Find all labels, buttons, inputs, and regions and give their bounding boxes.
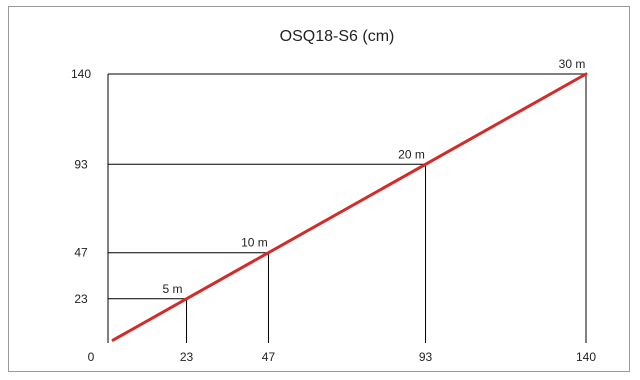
x-tick-label-0: 0 xyxy=(88,350,95,364)
y-tick-label-1: 47 xyxy=(74,246,88,260)
chart-frame xyxy=(8,6,630,372)
y-tick-label-2: 93 xyxy=(74,157,88,171)
x-tick-label-3: 93 xyxy=(419,350,433,364)
annotation-labels: 5 m 10 m 20 m 30 m xyxy=(163,57,586,296)
series-line-0 xyxy=(111,72,588,342)
annotation-label-3: 30 m xyxy=(559,57,586,71)
annotation-label-1: 10 m xyxy=(241,236,268,250)
guide-lines xyxy=(108,73,587,343)
x-tick-label-2: 47 xyxy=(262,350,276,364)
series-group xyxy=(111,72,588,342)
annotation-label-2: 20 m xyxy=(398,147,425,161)
y-tick-labels: 23 47 93 140 xyxy=(71,67,91,306)
chart-title: OSQ18-S6 (cm) xyxy=(280,28,395,45)
x-tick-labels: 0 23 47 93 140 xyxy=(88,350,597,364)
y-tick-label-3: 140 xyxy=(71,67,91,81)
x-tick-label-1: 23 xyxy=(180,350,194,364)
annotation-label-0: 5 m xyxy=(163,282,183,296)
y-tick-label-0: 23 xyxy=(74,292,88,306)
x-tick-label-4: 140 xyxy=(576,350,596,364)
